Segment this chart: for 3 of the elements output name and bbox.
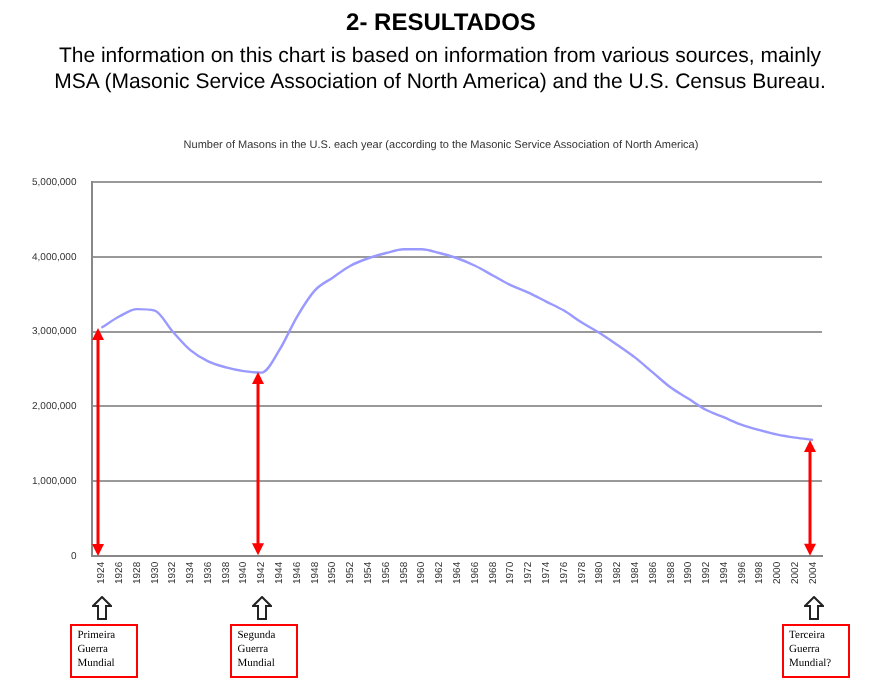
line-series — [100, 248, 815, 442]
chart-title: 2- RESULTADOS — [344, 8, 538, 36]
chart-subtitle: The information on this chart is based on information from various sources, mainly MSA (Masonic Service Association of North America) and the U.S. Census Bureau. — [52, 44, 828, 96]
